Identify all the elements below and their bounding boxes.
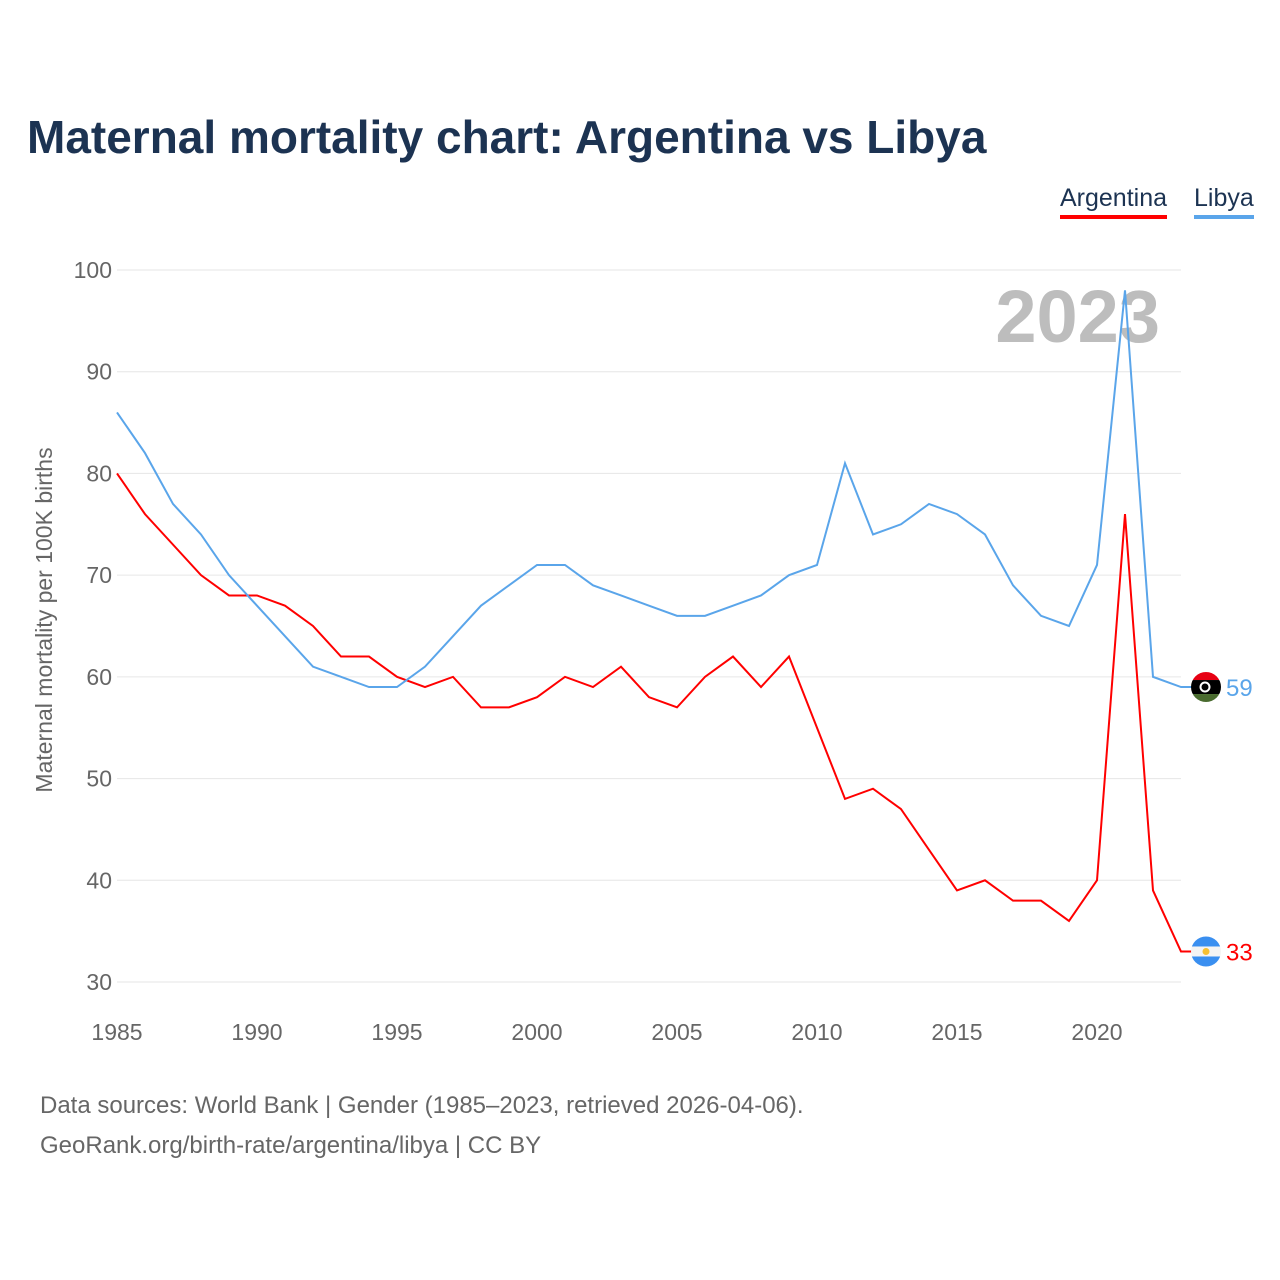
- end-value-label-libya: 59: [1226, 675, 1253, 702]
- x-tick-label: 1995: [371, 1019, 422, 1045]
- y-tick-label: 80: [86, 460, 112, 486]
- series-line-libya: [116, 290, 1192, 689]
- series-line-argentina: [116, 472, 1192, 953]
- x-tick-label: 2005: [651, 1019, 702, 1045]
- legend-argentina[interactable]: Argentina: [1060, 184, 1168, 219]
- x-tick-label: 2020: [1071, 1019, 1122, 1045]
- footer: Data sources: World Bank | Gender (1985–…: [40, 1086, 804, 1166]
- libya-flag-icon: [1191, 672, 1221, 703]
- y-axis-label: Maternal mortality per 100K births: [31, 447, 57, 792]
- y-tick-label: 70: [86, 562, 112, 588]
- source-url-text: GeoRank.org/birth-rate/argentina/libya |…: [40, 1132, 542, 1159]
- x-tick-label: 1985: [91, 1019, 142, 1045]
- y-tick-label: 60: [86, 664, 112, 690]
- y-tick-label: 90: [86, 359, 112, 385]
- x-tick-label: 1990: [231, 1019, 282, 1045]
- x-tick-label: 2010: [791, 1019, 842, 1045]
- year-watermark: 2023: [995, 275, 1160, 358]
- argentina-flag-icon: [1191, 936, 1221, 967]
- chart-title: Maternal mortality chart: Argentina vs L…: [27, 111, 987, 163]
- y-tick-label: 50: [86, 766, 112, 792]
- y-tick-label: 40: [86, 867, 112, 893]
- x-tick-label: 2015: [931, 1019, 982, 1045]
- y-tick-label: 30: [86, 969, 112, 995]
- y-tick-label: 100: [74, 257, 112, 283]
- x-tick-label: 2000: [511, 1019, 562, 1045]
- legend-libya[interactable]: Libya: [1194, 184, 1254, 219]
- end-value-label-argentina: 33: [1226, 939, 1253, 966]
- data-source-text: Data sources: World Bank | Gender (1985–…: [40, 1092, 804, 1119]
